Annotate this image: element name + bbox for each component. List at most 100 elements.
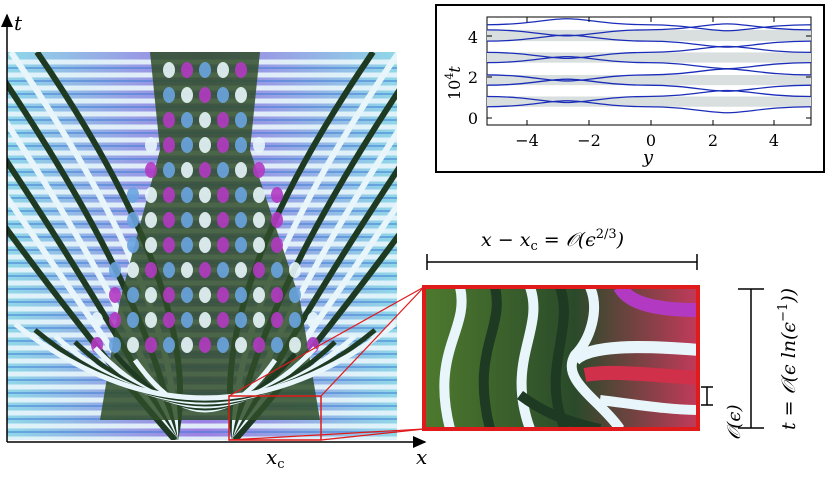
central-blob <box>235 262 247 278</box>
central-blob <box>163 87 175 103</box>
central-blob <box>109 262 121 278</box>
inset-ytick-1: 0 <box>468 109 478 128</box>
main-plot <box>7 52 425 441</box>
central-blob <box>127 312 139 328</box>
central-blob <box>145 237 157 253</box>
small-scale-label: 𝒪(ϵ) <box>724 405 745 440</box>
central-blob <box>235 162 247 178</box>
central-blob <box>253 137 265 153</box>
t-axis-label: t <box>14 11 23 35</box>
central-blob <box>181 187 193 203</box>
inset-band <box>487 96 811 107</box>
central-blob <box>271 262 283 278</box>
central-blob <box>199 312 211 328</box>
central-blob <box>181 62 193 78</box>
central-blob <box>145 312 157 328</box>
inset-panel: −4 −2 0 2 4 0 2 4 y 104t <box>435 4 825 173</box>
central-blob <box>127 237 139 253</box>
central-blob <box>307 312 319 328</box>
inset-ticks <box>487 17 811 125</box>
central-blob <box>217 237 229 253</box>
inset-gray-bands <box>487 29 811 107</box>
inset-axes <box>486 16 812 126</box>
central-blob <box>217 162 229 178</box>
width-scale-annotation: x − xc = 𝒪(ϵ2/3) <box>426 227 698 270</box>
inset-xtick-1: −4 <box>515 131 539 150</box>
central-blob <box>235 87 247 103</box>
central-blob <box>253 237 265 253</box>
central-blob <box>199 337 211 353</box>
central-blob <box>181 287 193 303</box>
central-blob <box>235 312 247 328</box>
inset-band <box>487 52 811 63</box>
central-blob <box>217 112 229 128</box>
central-blob <box>181 212 193 228</box>
central-region <box>100 52 320 420</box>
zoom-line-top <box>228 286 425 397</box>
central-blob <box>109 312 121 328</box>
central-blob <box>163 237 175 253</box>
central-blob <box>235 112 247 128</box>
zoom-source-box <box>228 395 322 441</box>
central-blob <box>217 262 229 278</box>
central-blob <box>199 237 211 253</box>
central-blob <box>145 262 157 278</box>
zoom-line-bottom-right <box>320 428 425 441</box>
central-blob <box>235 287 247 303</box>
central-blob <box>217 137 229 153</box>
central-blob <box>235 237 247 253</box>
central-blob <box>145 212 157 228</box>
central-blob <box>163 62 175 78</box>
central-blob <box>145 337 157 353</box>
central-blob <box>145 287 157 303</box>
central-blob <box>163 312 175 328</box>
inset-xtick-4: 2 <box>708 131 718 150</box>
central-blob <box>271 287 283 303</box>
central-blob <box>235 62 247 78</box>
central-blob <box>163 187 175 203</box>
central-blob <box>235 337 247 353</box>
central-blob <box>181 162 193 178</box>
central-blob <box>145 137 157 153</box>
central-blob <box>127 262 139 278</box>
inset-ytick-3: 4 <box>468 28 478 47</box>
central-blob <box>181 312 193 328</box>
central-blob <box>289 312 301 328</box>
central-blob <box>235 137 247 153</box>
central-blob <box>163 262 175 278</box>
zoom-line-top-right <box>320 286 425 397</box>
central-blob <box>181 137 193 153</box>
central-blob <box>217 187 229 203</box>
central-blob <box>271 337 283 353</box>
central-blob <box>289 262 301 278</box>
central-blob <box>235 212 247 228</box>
inset-x-label: y <box>642 147 654 168</box>
zoom-panel-pattern <box>439 287 698 429</box>
inset-curve <box>486 68 812 82</box>
central-blob <box>127 212 139 228</box>
central-blob <box>199 62 211 78</box>
inset-xtick-3: 0 <box>646 131 656 150</box>
central-blob <box>253 287 265 303</box>
central-blob <box>235 187 247 203</box>
central-blob <box>181 112 193 128</box>
small-scale-annotation: 𝒪(ϵ) <box>701 386 745 440</box>
central-blob <box>181 87 193 103</box>
central-blob <box>163 212 175 228</box>
inset-curve <box>486 18 812 32</box>
central-blob <box>181 262 193 278</box>
xc-label: xc <box>266 445 285 472</box>
central-blob <box>217 312 229 328</box>
central-blob <box>127 337 139 353</box>
central-blob <box>271 212 283 228</box>
main-plot-pattern <box>7 52 397 440</box>
inset-xtick-5: 4 <box>769 131 779 150</box>
central-blob <box>199 187 211 203</box>
inset-curve <box>486 34 812 48</box>
inset-curve <box>486 89 812 104</box>
central-blob <box>253 312 265 328</box>
inset-band <box>487 29 811 42</box>
central-blob <box>271 187 283 203</box>
inset-xtick-2: −2 <box>577 131 601 150</box>
central-blob <box>199 112 211 128</box>
